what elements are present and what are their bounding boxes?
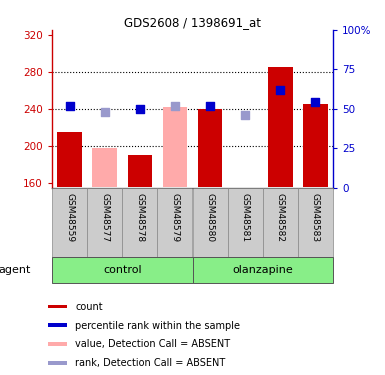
Bar	[303, 104, 328, 188]
Text: GSM48579: GSM48579	[171, 193, 179, 242]
Text: count: count	[75, 302, 103, 312]
Point	[242, 112, 248, 118]
Bar	[48, 342, 67, 346]
Bar	[198, 109, 223, 188]
Text: value, Detection Call = ABSENT: value, Detection Call = ABSENT	[75, 339, 231, 350]
Bar	[127, 155, 152, 188]
Bar	[268, 67, 293, 188]
Text: percentile rank within the sample: percentile rank within the sample	[75, 321, 241, 331]
Bar	[263, 188, 298, 257]
Bar	[52, 188, 87, 257]
Text: rank, Detection Call = ABSENT: rank, Detection Call = ABSENT	[75, 358, 226, 368]
Text: GSM48580: GSM48580	[206, 193, 214, 242]
Bar	[48, 304, 67, 308]
Bar	[157, 188, 192, 257]
Point	[172, 103, 178, 109]
Bar	[298, 188, 333, 257]
Bar	[228, 188, 263, 257]
Text: agent: agent	[0, 265, 31, 275]
Point	[137, 106, 143, 112]
Text: GSM48581: GSM48581	[241, 193, 250, 242]
Text: GSM48559: GSM48559	[65, 193, 74, 242]
Text: control: control	[103, 265, 142, 275]
Bar	[92, 148, 117, 188]
Text: olanzapine: olanzapine	[233, 265, 293, 275]
Bar	[122, 188, 157, 257]
Bar	[48, 361, 67, 365]
Bar	[57, 132, 82, 188]
Text: GSM48578: GSM48578	[135, 193, 144, 242]
Bar	[192, 257, 333, 283]
Text: GSM48582: GSM48582	[276, 193, 285, 242]
Point	[102, 109, 108, 115]
Bar	[192, 188, 228, 257]
Bar	[87, 188, 122, 257]
Text: GSM48577: GSM48577	[100, 193, 109, 242]
Point	[207, 103, 213, 109]
Point	[312, 99, 318, 105]
Text: GSM48583: GSM48583	[311, 193, 320, 242]
Title: GDS2608 / 1398691_at: GDS2608 / 1398691_at	[124, 16, 261, 29]
Point	[277, 87, 283, 93]
Bar	[52, 257, 192, 283]
Bar	[162, 107, 187, 188]
Point	[67, 103, 73, 109]
Bar	[48, 323, 67, 327]
